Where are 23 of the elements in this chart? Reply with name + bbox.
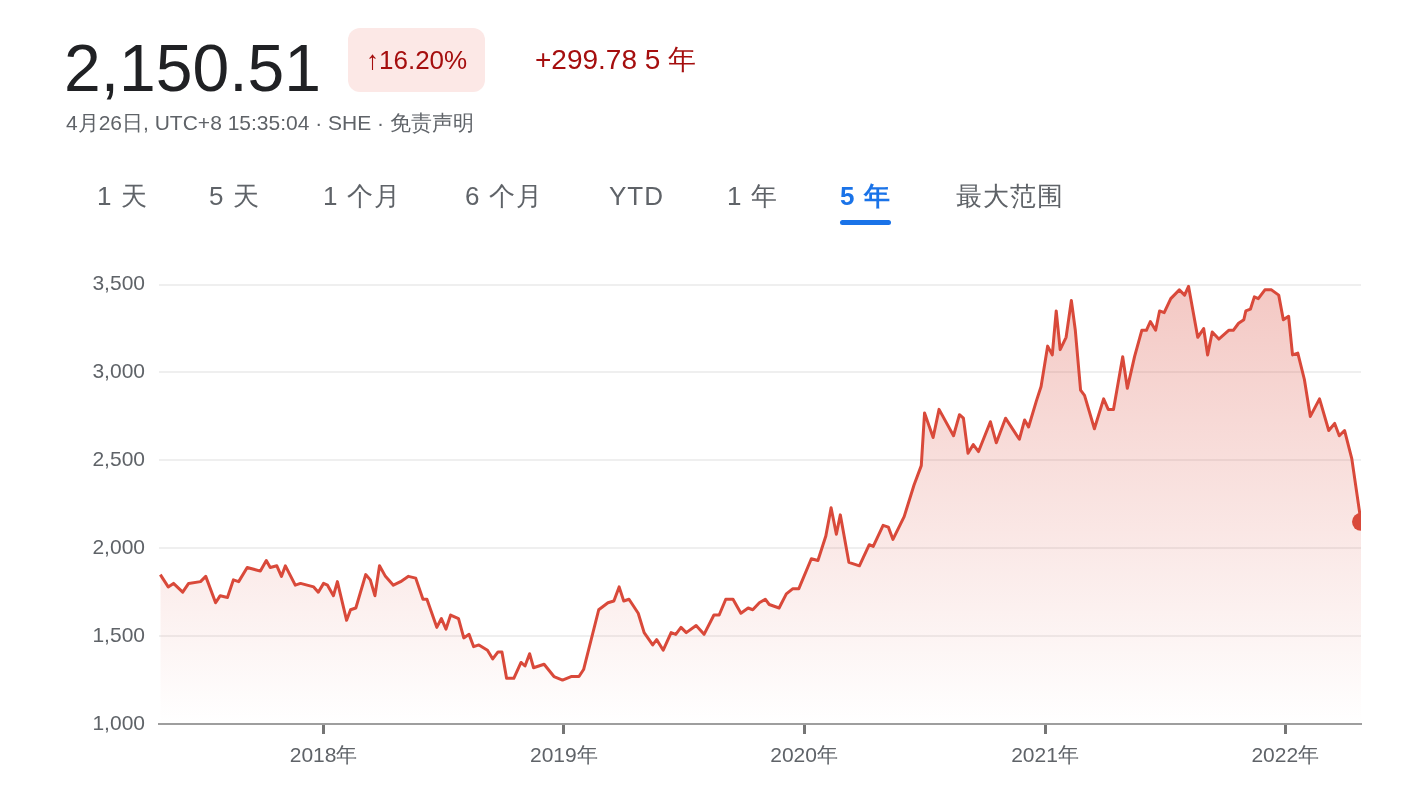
- y-tick-label: 3,000: [92, 359, 145, 383]
- text: 最大范围: [956, 181, 1064, 211]
- chart-title: 2,150.51: [64, 30, 321, 107]
- y-tick-label: 3,500: [92, 271, 145, 295]
- x-tick-label: 2021年: [1011, 743, 1079, 767]
- chart-subtitle: 4月26日, UTC+8 15:35:04 · SHE · 免责声明: [66, 110, 474, 136]
- text: YTD: [609, 181, 664, 211]
- text: +299.78 5 年: [535, 43, 697, 77]
- y-tick-label: 2,000: [92, 535, 145, 559]
- text: 5 年: [840, 181, 891, 211]
- x-tick-label: 2020年: [770, 743, 838, 767]
- y-tick-label: 1,500: [92, 622, 145, 646]
- y-tick-label: 2,500: [92, 447, 145, 471]
- text: 5 天: [209, 181, 260, 211]
- x-tick-label: 2019年: [529, 743, 598, 767]
- y-tick-label: 1,000: [92, 710, 145, 734]
- text: ↑16.20%: [348, 28, 486, 92]
- x-tick-label: 2022年: [1251, 743, 1320, 767]
- text: 1 年: [727, 181, 778, 211]
- x-tick-label: 2018年: [289, 743, 358, 767]
- text: 1 个月: [323, 181, 401, 211]
- text: 6 个月: [465, 181, 543, 211]
- text: 1 天: [97, 181, 148, 211]
